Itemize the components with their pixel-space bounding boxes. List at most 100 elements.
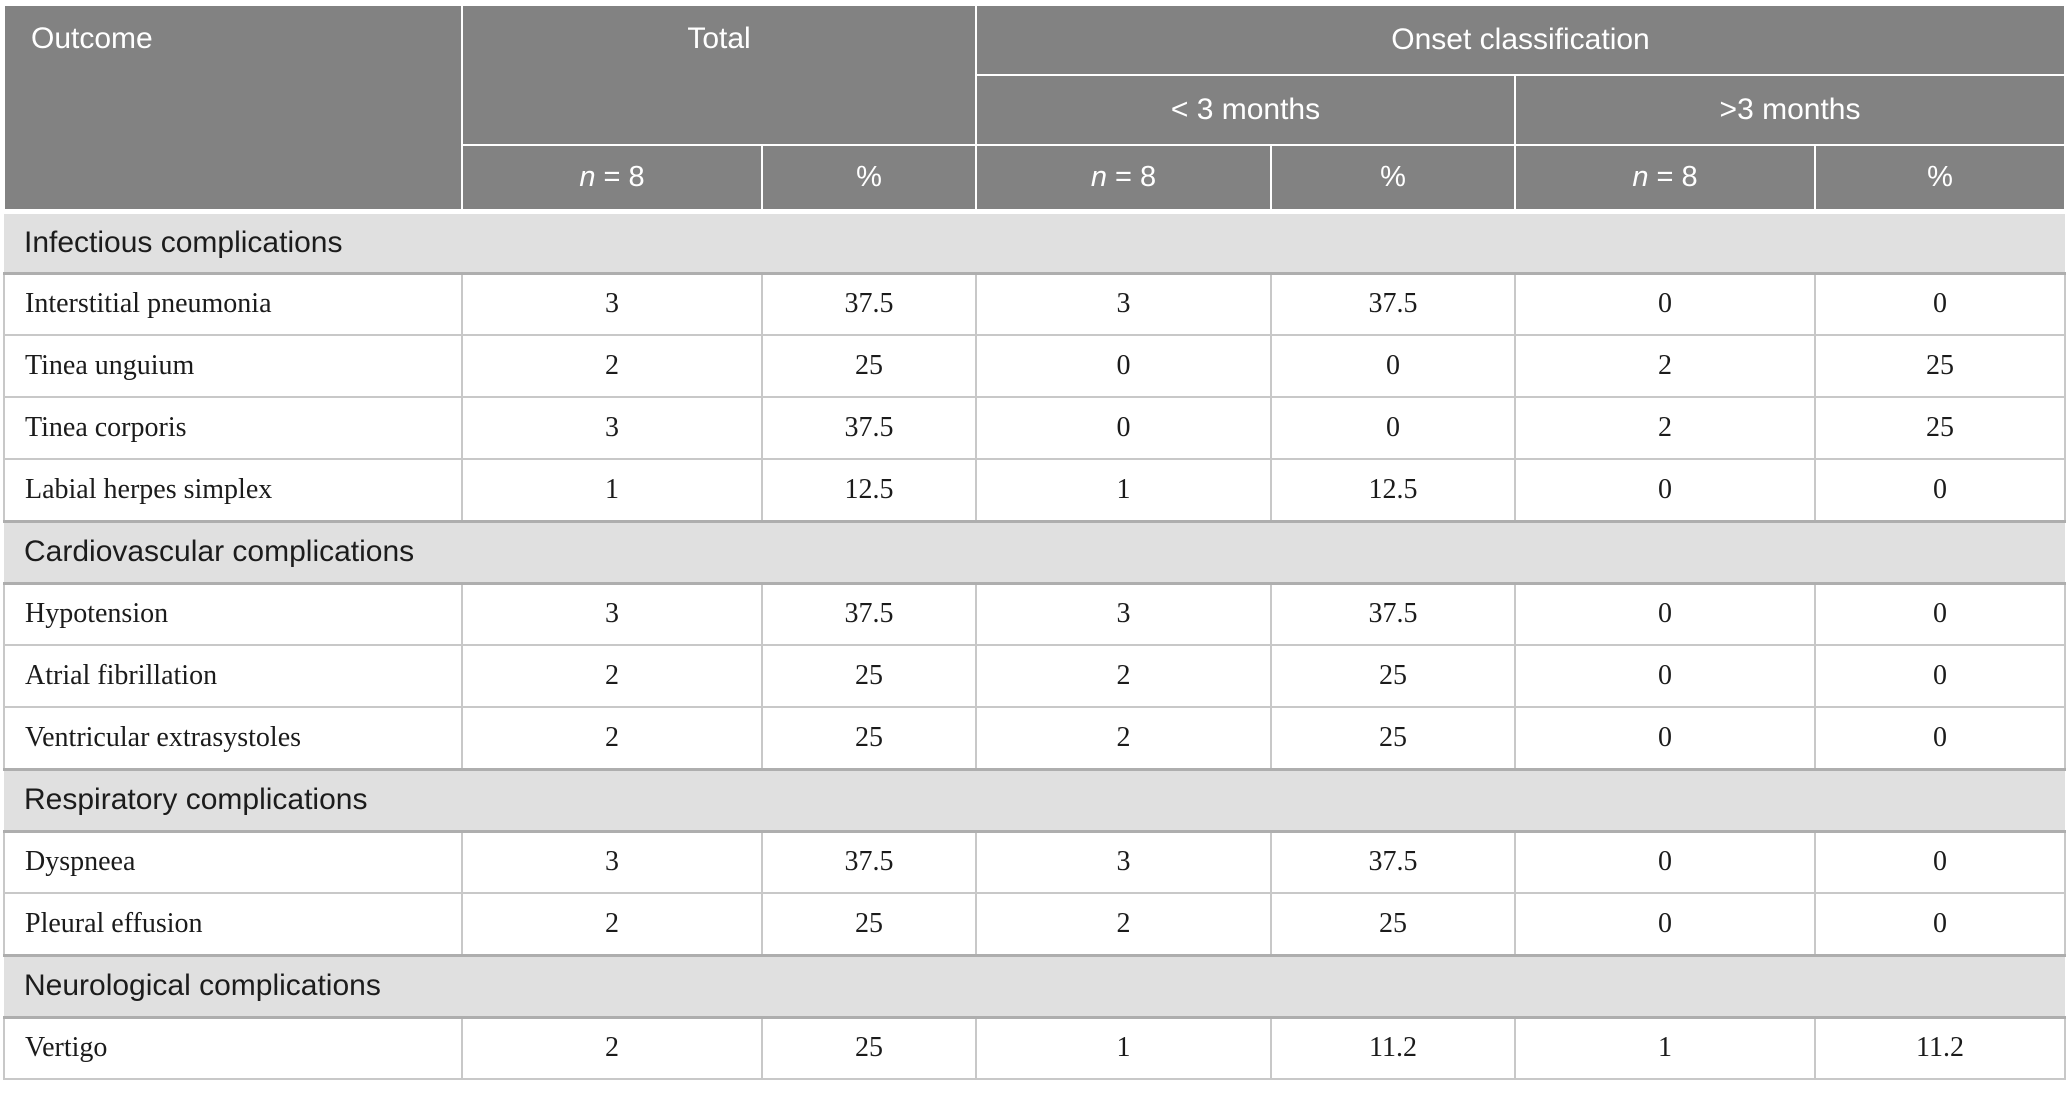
value-cell: 0	[1514, 892, 1816, 956]
value-cell: 0	[1813, 582, 2067, 646]
value-cell: 12.5	[761, 458, 977, 522]
value-cell: 0	[1270, 334, 1516, 398]
column-header-total: Total	[461, 4, 977, 146]
value-cell: 25	[761, 334, 977, 398]
value-cell: 3	[461, 396, 763, 460]
value-cell: 0	[1514, 644, 1816, 708]
outcome-label: Atrial fibrillation	[3, 644, 463, 708]
value-cell: 25	[1270, 706, 1516, 770]
value-cell: 3	[461, 582, 763, 646]
value-cell: 37.5	[761, 272, 977, 336]
value-cell: 2	[1514, 334, 1816, 398]
value-cell: 2	[975, 644, 1272, 708]
value-cell: 1	[975, 458, 1272, 522]
value-cell: 0	[1813, 892, 2067, 956]
n-equals-8: = 8	[1106, 160, 1157, 193]
value-cell: 1	[975, 1016, 1272, 1080]
value-cell: 25	[761, 892, 977, 956]
value-cell: 2	[1514, 396, 1816, 460]
outcome-label: Pleural effusion	[3, 892, 463, 956]
table-row: Tinea corporis 3 37.5 0 0 2 25	[3, 396, 2067, 460]
value-cell: 0	[1270, 396, 1516, 460]
table-row: Vertigo 2 25 1 11.2 1 11.2	[3, 1016, 2067, 1080]
value-cell: 0	[975, 396, 1272, 460]
n-symbol: n	[579, 160, 596, 193]
value-cell: 11.2	[1813, 1016, 2067, 1080]
value-cell: 37.5	[1270, 830, 1516, 894]
section-row: Cardiovascular complications	[4, 519, 2066, 585]
column-header-less-than-3-months: < 3 months	[975, 74, 1516, 146]
table-row: Tinea unguium 2 25 0 0 2 25	[3, 334, 2067, 398]
column-header-total-percent: %	[761, 144, 977, 212]
value-cell: 1	[1514, 1016, 1816, 1080]
n-symbol: n	[1090, 160, 1107, 193]
table-row: Hypotension 3 37.5 3 37.5 0 0	[3, 582, 2067, 646]
section-row: Neurological complications	[4, 953, 2066, 1019]
outcome-label: Ventricular extrasystoles	[3, 706, 463, 770]
table-row: Atrial fibrillation 2 25 2 25 0 0	[3, 644, 2067, 708]
value-cell: 0	[1514, 272, 1816, 336]
table-row: Labial herpes simplex 1 12.5 1 12.5 0 0	[3, 458, 2067, 522]
value-cell: 2	[461, 1016, 763, 1080]
header-row-onset-split: < 3 months >3 months	[4, 74, 2067, 146]
table-row: Interstitial pneumonia 3 37.5 3 37.5 0 0	[3, 272, 2067, 336]
value-cell: 3	[975, 272, 1272, 336]
table-row: Ventricular extrasystoles 2 25 2 25 0 0	[3, 706, 2067, 770]
outcome-label: Dyspneea	[3, 830, 463, 894]
value-cell: 11.2	[1270, 1016, 1516, 1080]
value-cell: 0	[1514, 582, 1816, 646]
outcome-label: Vertigo	[3, 1016, 463, 1080]
value-cell: 2	[975, 892, 1272, 956]
table-header: Outcome Total Onset classification < 3 m…	[3, 4, 2067, 212]
value-cell: 2	[461, 892, 763, 956]
table-row: Dyspneea 3 37.5 3 37.5 0 0	[3, 830, 2067, 894]
value-cell: 0	[975, 334, 1272, 398]
value-cell: 25	[1270, 892, 1516, 956]
value-cell: 12.5	[1270, 458, 1516, 522]
section-row: Respiratory complications	[4, 767, 2066, 833]
section-row: Infectious complications	[4, 208, 2066, 275]
n-symbol: n	[1632, 160, 1649, 193]
value-cell: 25	[761, 1016, 977, 1080]
outcome-label: Interstitial pneumonia	[3, 272, 463, 336]
column-header-gt3-percent: %	[1813, 144, 2067, 212]
value-cell: 0	[1813, 458, 2067, 522]
value-cell: 0	[1514, 706, 1816, 770]
value-cell: 37.5	[1270, 582, 1516, 646]
value-cell: 3	[461, 830, 763, 894]
value-cell: 0	[1813, 644, 2067, 708]
column-header-total-n: n = 8	[461, 144, 763, 212]
outcome-label: Hypotension	[3, 582, 463, 646]
column-header-lt3-percent: %	[1270, 144, 1516, 212]
header-row-groups: Outcome Total Onset classification	[3, 4, 2067, 212]
value-cell: 2	[975, 706, 1272, 770]
outcome-label: Labial herpes simplex	[3, 458, 463, 522]
column-header-outcome: Outcome	[3, 4, 463, 212]
column-header-greater-than-3-months: >3 months	[1513, 74, 2067, 146]
section-title: Neurological complications	[4, 953, 2066, 1019]
value-cell: 0	[1813, 706, 2067, 770]
n-equals-8: = 8	[1648, 160, 1698, 193]
value-cell: 0	[1813, 830, 2067, 894]
value-cell: 37.5	[761, 396, 977, 460]
value-cell: 37.5	[761, 582, 977, 646]
outcome-label: Tinea corporis	[3, 396, 463, 460]
section-title: Respiratory complications	[4, 767, 2066, 833]
value-cell: 1	[461, 458, 763, 522]
section-title: Cardiovascular complications	[4, 519, 2066, 585]
column-header-gt3-n: n = 8	[1514, 144, 1816, 212]
outcome-label: Tinea unguium	[3, 334, 463, 398]
value-cell: 25	[761, 706, 977, 770]
value-cell: 0	[1813, 272, 2067, 336]
value-cell: 37.5	[1270, 272, 1516, 336]
table-row: Pleural effusion 2 25 2 25 0 0	[3, 892, 2067, 956]
value-cell: 2	[461, 644, 763, 708]
value-cell: 3	[975, 830, 1272, 894]
value-cell: 37.5	[761, 830, 977, 894]
value-cell: 2	[461, 706, 763, 770]
section-title: Infectious complications	[4, 208, 2066, 275]
table-body: Infectious complications Interstitial pne…	[3, 208, 2067, 1080]
value-cell: 25	[1813, 334, 2067, 398]
value-cell: 25	[1813, 396, 2067, 460]
column-header-lt3-n: n = 8	[975, 144, 1272, 212]
